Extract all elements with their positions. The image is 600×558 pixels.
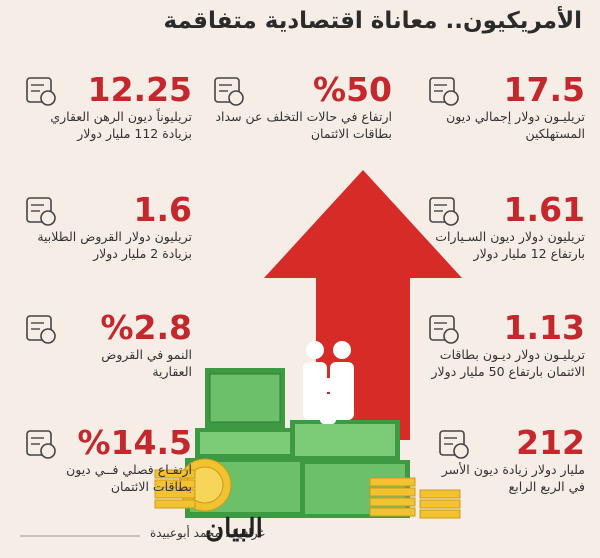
stat-value: 12.25 bbox=[87, 70, 192, 109]
stat-value: %50 bbox=[313, 70, 392, 109]
stat-value: %14.5 bbox=[77, 423, 193, 462]
stat-icon bbox=[429, 77, 459, 106]
stat: %14.5 ارتفـاع فصلي فــي ديون بطاقات الائتم… bbox=[0, 425, 192, 495]
stat-text: تريليـون دولار ديـون بطاقات bbox=[439, 347, 585, 362]
stat-text: المستهلكين bbox=[525, 126, 585, 141]
stat-text: تريليـون دولار إجمالي ديون bbox=[446, 109, 585, 124]
stat-text: ارتفـاع فصلي فــي ديون bbox=[66, 462, 192, 477]
stat-text: في الربع الرابع bbox=[508, 479, 585, 494]
stat-value: 1.61 bbox=[503, 190, 585, 229]
stat: 12.25 تريليوناً ديون الرهن العقاري بزيادة … bbox=[0, 72, 192, 142]
credit: غرافيك: محمد أبوعبيدة bbox=[150, 526, 265, 540]
stat-text: النمو في القروض bbox=[101, 347, 192, 362]
stat-text: بطاقات الائتمان bbox=[310, 126, 392, 141]
stat: %50 ارتفاع في حالات التخلف عن سداد بطاقات … bbox=[172, 72, 392, 142]
stat-text: ارتفاع في حالات التخلف عن سداد bbox=[215, 109, 392, 124]
stat: 1.13 تريليـون دولار ديـون بطاقات الائتمان … bbox=[365, 308, 586, 380]
stat-icon bbox=[439, 430, 469, 459]
stat-text: تريليون دولار ديون السـيارات bbox=[435, 229, 585, 244]
stat-icon bbox=[26, 77, 56, 106]
logo: البيان bbox=[205, 514, 263, 544]
stat-icon bbox=[26, 430, 56, 459]
stat: 1.6 تريليون دولار القروض الطلابية بزيادة 2… bbox=[0, 192, 192, 262]
stat-text: تريليوناً ديون الرهن العقاري bbox=[50, 109, 192, 124]
stat: 1.61 تريليون دولار ديون السـيارات بارتفاع … bbox=[365, 192, 585, 262]
stat-text: بزيادة 2 مليار دولار bbox=[93, 246, 192, 261]
title: الأمريكيون.. معاناة اقتصادية متفاقمة bbox=[163, 8, 582, 34]
coins bbox=[154, 458, 461, 519]
red-arrow bbox=[264, 170, 462, 440]
stat-value: %2.8 bbox=[100, 308, 192, 347]
stat-text: تريليون دولار القروض الطلابية bbox=[37, 229, 192, 244]
stat-text: العقارية bbox=[152, 364, 192, 379]
stat: %2.8 النمو في القروض العقارية bbox=[0, 310, 192, 380]
stat-text: مليار دولار زيادة ديون الأسر bbox=[441, 462, 585, 477]
stat-text: الائتمان بارتفاع 50 مليار دولار bbox=[431, 364, 586, 379]
stat: 17.5 تريليـون دولار إجمالي ديون المستهلكين bbox=[365, 72, 585, 142]
stat-value: 1.6 bbox=[133, 190, 192, 229]
stat: 212 مليار دولار زيادة ديون الأسر في الربع … bbox=[365, 425, 585, 495]
stat-text: بزيادة 112 مليار دولار bbox=[77, 126, 192, 141]
stat-value: 212 bbox=[516, 423, 585, 462]
stat-icon bbox=[26, 197, 56, 226]
family bbox=[303, 341, 354, 424]
stat-text: بطاقات الائتمان bbox=[110, 479, 192, 494]
stat-text: بارتفاع 12 مليار دولار bbox=[473, 246, 585, 261]
stat-icon bbox=[214, 77, 244, 106]
stat-icon bbox=[429, 197, 459, 226]
stat-icon bbox=[26, 315, 56, 344]
stat-value: 17.5 bbox=[503, 70, 585, 109]
stat-value: 1.13 bbox=[503, 308, 585, 347]
stat-icon bbox=[429, 315, 459, 344]
